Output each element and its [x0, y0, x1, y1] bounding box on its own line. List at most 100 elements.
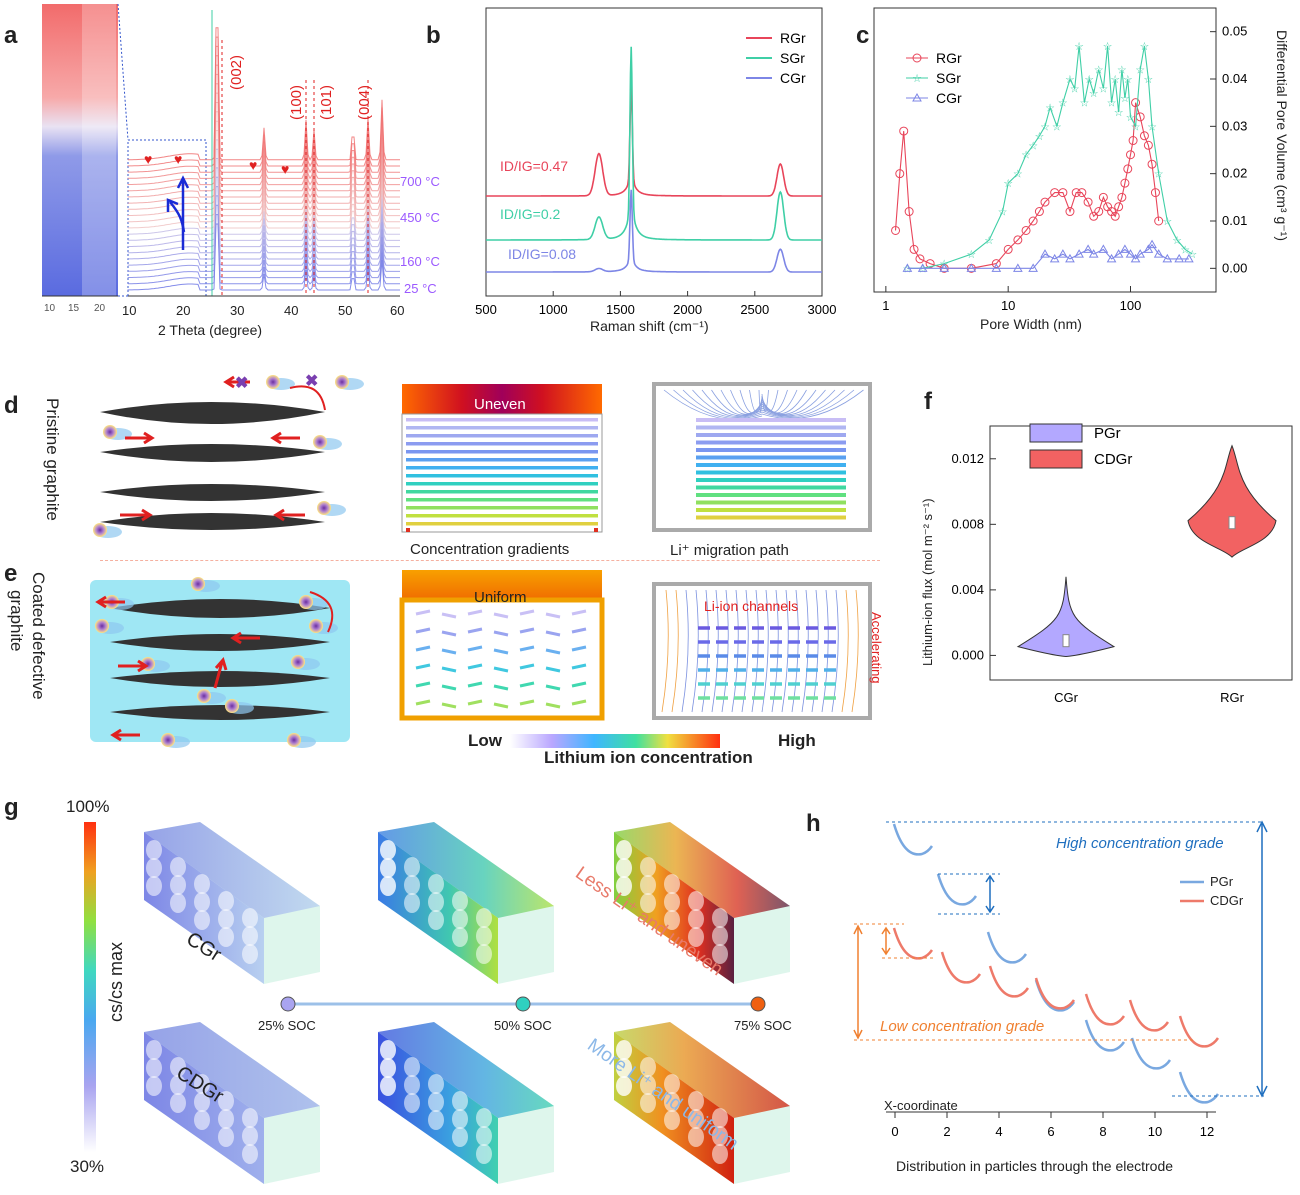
particle	[194, 1092, 210, 1112]
row-label: Coated defective	[29, 572, 48, 700]
xrd-trace	[127, 55, 400, 180]
migration-stripe	[696, 493, 846, 497]
tick-label: 2500	[740, 302, 769, 317]
data-point: ☆	[1114, 107, 1124, 119]
block-top	[378, 822, 554, 918]
data-point: ☆	[1123, 74, 1133, 86]
hot-spot	[406, 528, 410, 532]
data-point: ☆	[1117, 65, 1127, 77]
particle	[428, 874, 444, 894]
xrd-trace	[127, 176, 400, 260]
data-point	[891, 225, 901, 235]
data-point	[1150, 188, 1160, 198]
arrowheads	[1256, 820, 1268, 1098]
particle	[452, 1109, 468, 1129]
data-point	[1071, 188, 1081, 198]
median-box	[1228, 516, 1236, 530]
migration-stripe	[696, 455, 846, 460]
flow-line	[761, 389, 864, 419]
particle	[146, 1040, 162, 1060]
concentration-dash	[519, 627, 535, 634]
data-point	[991, 263, 1002, 272]
electrode-block	[144, 822, 320, 984]
data-point: ☆	[1074, 41, 1084, 53]
data-point	[1106, 253, 1117, 263]
particle	[146, 876, 162, 896]
concentration-stripe	[406, 522, 598, 526]
soc-label: 50% SOC	[494, 1018, 552, 1033]
tick-label: 1000	[539, 302, 568, 317]
particle	[640, 1057, 656, 1077]
data-point	[1135, 249, 1146, 258]
x-axis-label: Distribution in particles through the el…	[896, 1158, 1174, 1174]
data-point	[1123, 164, 1133, 174]
migration-stripe	[696, 448, 846, 452]
data-point	[1077, 188, 1087, 198]
data-point	[1089, 211, 1099, 221]
series-line-SGr	[907, 45, 1193, 269]
concentration-dash	[571, 681, 587, 688]
migration-stripe	[696, 440, 846, 445]
concentration-stripe	[406, 506, 598, 510]
arrow-left-icon	[95, 595, 125, 609]
particle	[170, 1093, 186, 1113]
data-point: ☆	[1052, 121, 1062, 133]
concentration-stripe	[406, 418, 598, 422]
data-point	[1125, 249, 1136, 258]
particle	[712, 1108, 728, 1128]
particle	[146, 840, 162, 860]
concentration-dash	[571, 699, 587, 706]
data-point	[1117, 192, 1127, 202]
concentration-dash	[571, 663, 587, 670]
tick-label: 1500	[606, 302, 635, 317]
particle	[476, 926, 492, 946]
concentration-dash	[441, 702, 457, 709]
data-point	[1028, 216, 1038, 226]
colorbar	[84, 822, 96, 1152]
flow-line	[761, 389, 817, 415]
concentration-dash	[441, 612, 457, 619]
legend-item: PGr	[1210, 874, 1234, 889]
particle	[404, 893, 420, 913]
tick-label: 6	[1047, 1124, 1054, 1139]
particle	[616, 1058, 632, 1078]
concentration-dash	[441, 666, 457, 673]
data-point	[1013, 263, 1023, 272]
data-point: ☆	[1040, 121, 1050, 133]
data-point: ☆	[1103, 41, 1113, 53]
concentration-stripe	[406, 514, 598, 518]
cdgr-curve	[1128, 999, 1170, 1032]
particle	[664, 1074, 680, 1094]
panel-a-xrd: ♥ ♥ ♥ ♥	[42, 3, 400, 297]
particle	[428, 1074, 444, 1094]
flow-line	[758, 389, 763, 412]
electrode-block	[144, 1022, 320, 1184]
particle	[428, 892, 444, 912]
panel-f-violin: 0.000 0.004 0.008 0.012 CGr PGr RGr CDGr	[951, 423, 1293, 705]
particle	[616, 858, 632, 878]
particle	[170, 1057, 186, 1077]
electrode-block	[378, 822, 554, 984]
data-point	[1110, 211, 1120, 221]
data-point	[904, 207, 914, 217]
data-point	[909, 244, 919, 254]
ratio-annotation: ID/IG=0.2	[500, 206, 561, 222]
particle	[218, 891, 234, 911]
xrd-trace	[127, 195, 400, 273]
migration-stripe	[696, 470, 846, 475]
particle	[194, 910, 210, 930]
legend-item: CDGr	[1210, 893, 1244, 908]
flow-line	[671, 589, 679, 713]
flow-line	[841, 589, 849, 713]
data-point: ☆	[1098, 83, 1108, 95]
data-point	[966, 263, 977, 272]
data-point: ☆	[1162, 216, 1172, 228]
legend-label: CGr	[780, 70, 806, 86]
tick-label: 100	[1120, 298, 1142, 313]
data-point	[1147, 239, 1157, 249]
xrd-trace	[127, 204, 400, 279]
particle	[242, 926, 258, 946]
cdgr-curve	[940, 951, 982, 984]
data-point: ☆	[1070, 83, 1080, 95]
colorbar-high: High	[778, 731, 816, 750]
